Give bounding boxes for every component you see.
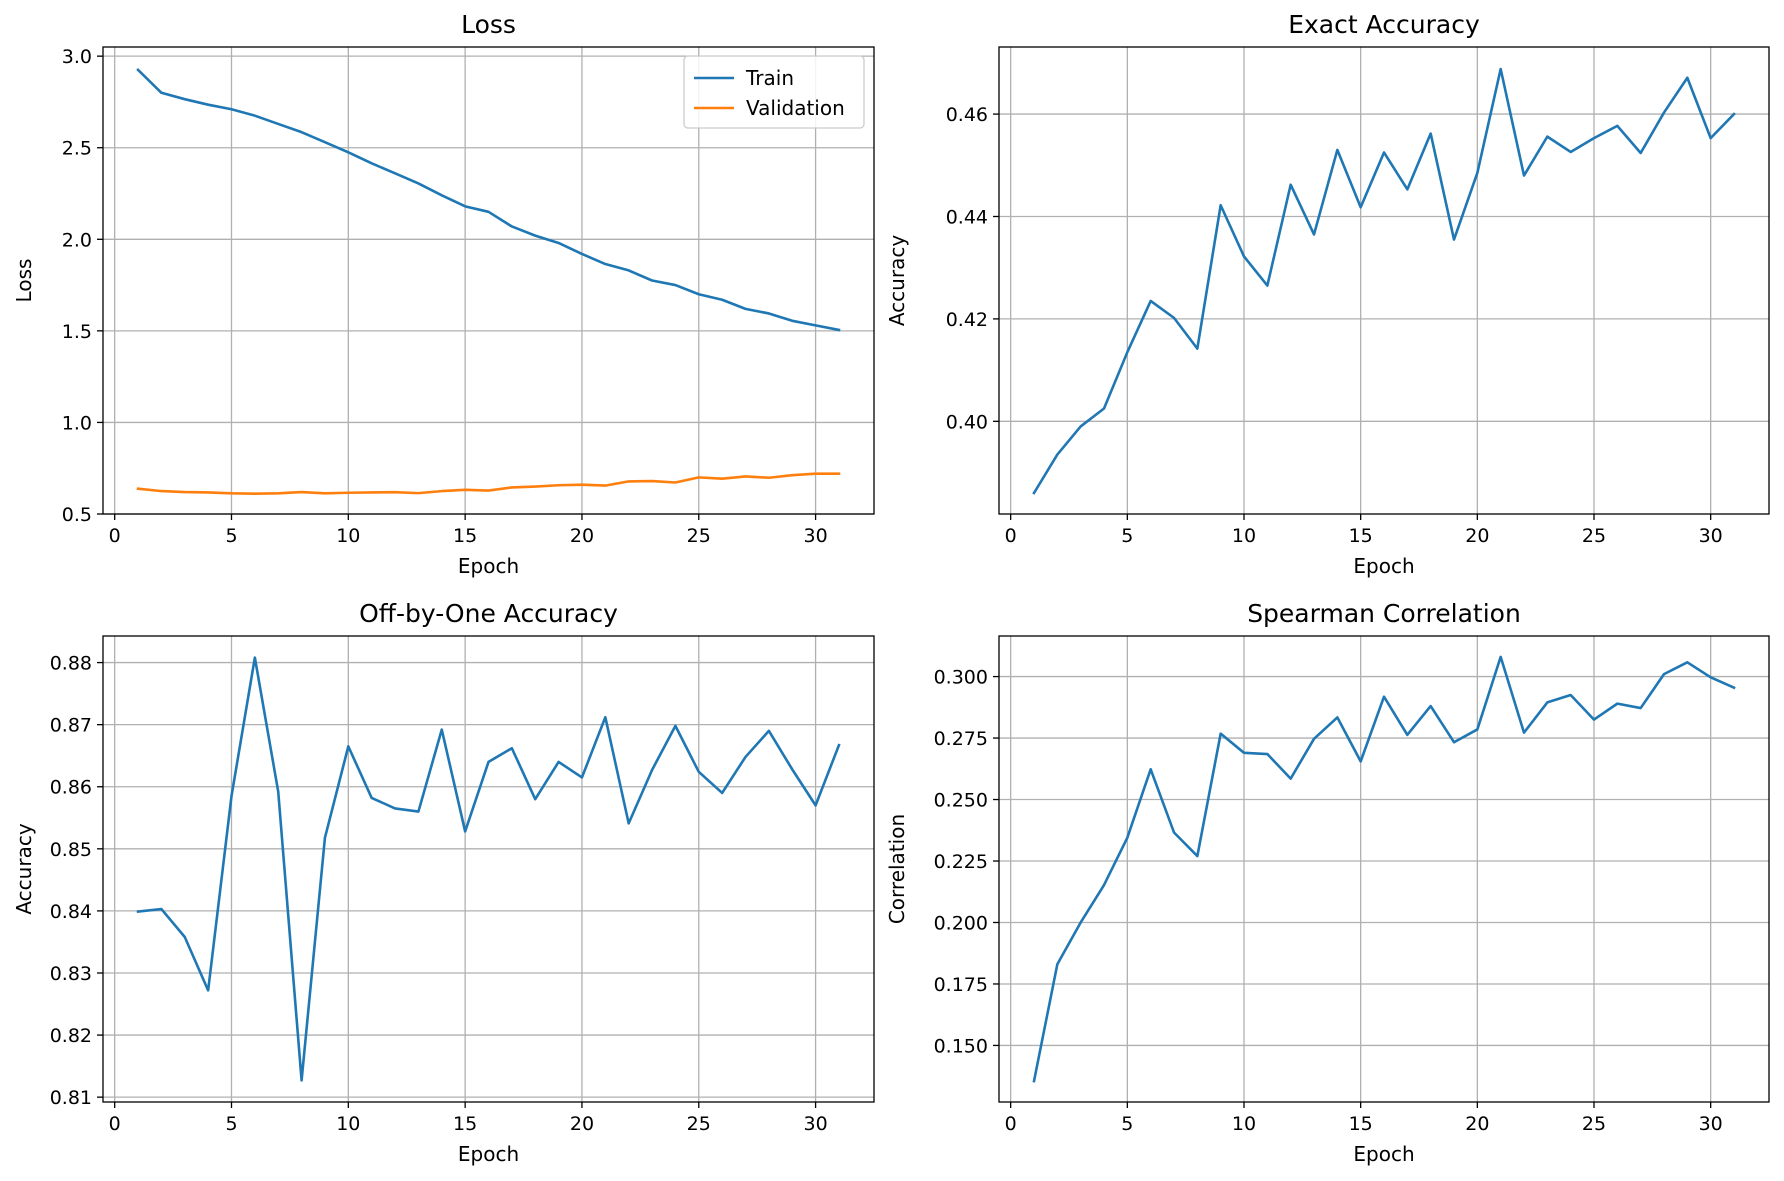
y-tick-label: 0.88 [50, 653, 92, 675]
legend-box [683, 55, 865, 129]
axes-frame [998, 635, 1770, 1103]
x-tick-label: 15 [453, 1113, 477, 1135]
x-tick-label: 10 [336, 525, 360, 547]
axes-frame [102, 46, 875, 515]
y-tick-label: 0.87 [50, 715, 92, 737]
legend: Train Validation [683, 55, 865, 129]
x-axis-label: Epoch [1353, 554, 1414, 578]
x-tick-label: 20 [1465, 1113, 1489, 1135]
x-axis-label: Epoch [458, 554, 519, 578]
y-tick-label: 0.40 [946, 411, 988, 433]
y-tick-label: 0.82 [50, 1025, 92, 1047]
x-tick-label: 20 [570, 525, 594, 547]
y-tick-label: 0.85 [50, 839, 92, 861]
y-tick-label: 0.46 [946, 104, 988, 126]
x-tick-label: 25 [687, 525, 711, 547]
legend-label-train: Train [745, 66, 794, 90]
x-tick-label: 20 [570, 1113, 594, 1135]
series-line-validation [136, 472, 841, 495]
series-line-value [1032, 67, 1736, 495]
chart-panel-exact: 0 5 10 15 20 25 30 0.40 0.42 0.44 0.46 Exact Accura… [885, 10, 1770, 578]
x-tick-label: 10 [1232, 525, 1256, 547]
y-tick-label: 0.150 [934, 1035, 988, 1057]
x-tick-label: 30 [1699, 1113, 1723, 1135]
y-tick-label: 2.0 [62, 229, 92, 251]
y-tick-label: 0.86 [50, 777, 92, 799]
y-tick-label: 0.200 [934, 912, 988, 934]
y-tick-label: 0.300 [934, 667, 988, 689]
y-tick-label: 3.0 [62, 46, 92, 68]
y-axis-label: Accuracy [885, 235, 909, 326]
x-tick-label: 20 [1465, 525, 1489, 547]
series-line-value [136, 656, 841, 1082]
x-axis-label: Epoch [1353, 1142, 1414, 1166]
chart-panel-loss: 0 5 10 15 20 25 30 0.5 1.0 1.5 2.0 2.5 3.0 Loss Epoch L… [12, 10, 875, 578]
series-line-value [1032, 655, 1736, 1083]
x-tick-label: 5 [1121, 1113, 1133, 1135]
x-tick-label: 25 [687, 1113, 711, 1135]
y-tick-label: 0.275 [934, 728, 988, 750]
chart-title: Exact Accuracy [1288, 10, 1480, 39]
x-tick-label: 15 [1349, 1113, 1373, 1135]
y-tick-label: 2.5 [62, 138, 92, 160]
axes-frame [102, 635, 875, 1103]
x-tick-label: 0 [109, 525, 121, 547]
x-tick-label: 0 [1005, 525, 1017, 547]
y-axis-label: Loss [12, 259, 36, 303]
y-tick-label: 0.83 [50, 963, 92, 985]
chart-panel-offbyone: 0 5 10 15 20 25 30 0.81 0.82 0.83 0.84 0.85 0.86 0.87… [12, 599, 875, 1166]
x-tick-label: 0 [109, 1113, 121, 1135]
x-tick-label: 30 [803, 1113, 827, 1135]
y-axis-label: Accuracy [12, 823, 36, 914]
x-tick-label: 10 [1232, 1113, 1256, 1135]
x-tick-label: 5 [1121, 525, 1133, 547]
y-tick-label: 0.5 [62, 504, 92, 526]
axes-frame [998, 46, 1770, 515]
x-axis-label: Epoch [458, 1142, 519, 1166]
legend-label-validation: Validation [746, 96, 845, 120]
x-tick-label: 5 [225, 525, 237, 547]
y-axis-label: Correlation [885, 814, 909, 924]
chart-title: Spearman Correlation [1247, 599, 1521, 628]
chart-title: Loss [461, 10, 516, 39]
x-tick-label: 15 [1349, 525, 1373, 547]
y-tick-label: 0.42 [946, 309, 988, 331]
x-tick-label: 10 [336, 1113, 360, 1135]
y-tick-label: 0.225 [934, 851, 988, 873]
x-tick-label: 30 [803, 525, 827, 547]
x-tick-label: 0 [1005, 1113, 1017, 1135]
y-tick-label: 1.5 [62, 321, 92, 343]
x-tick-label: 15 [453, 525, 477, 547]
series-line-train [136, 68, 841, 332]
x-tick-label: 25 [1582, 1113, 1606, 1135]
y-tick-label: 0.81 [50, 1087, 92, 1109]
y-tick-label: 1.0 [62, 412, 92, 434]
chart-title: Off-by-One Accuracy [359, 599, 618, 628]
y-tick-label: 0.44 [946, 206, 988, 228]
x-tick-label: 25 [1582, 525, 1606, 547]
y-tick-label: 0.250 [934, 790, 988, 812]
chart-panel-spearman: 0 5 10 15 20 25 30 0.150 0.175 0.200 0.225 0.250 0.2… [885, 599, 1770, 1166]
x-tick-label: 5 [225, 1113, 237, 1135]
y-tick-label: 0.84 [50, 901, 92, 923]
y-tick-label: 0.175 [934, 974, 988, 996]
x-tick-label: 30 [1699, 525, 1723, 547]
